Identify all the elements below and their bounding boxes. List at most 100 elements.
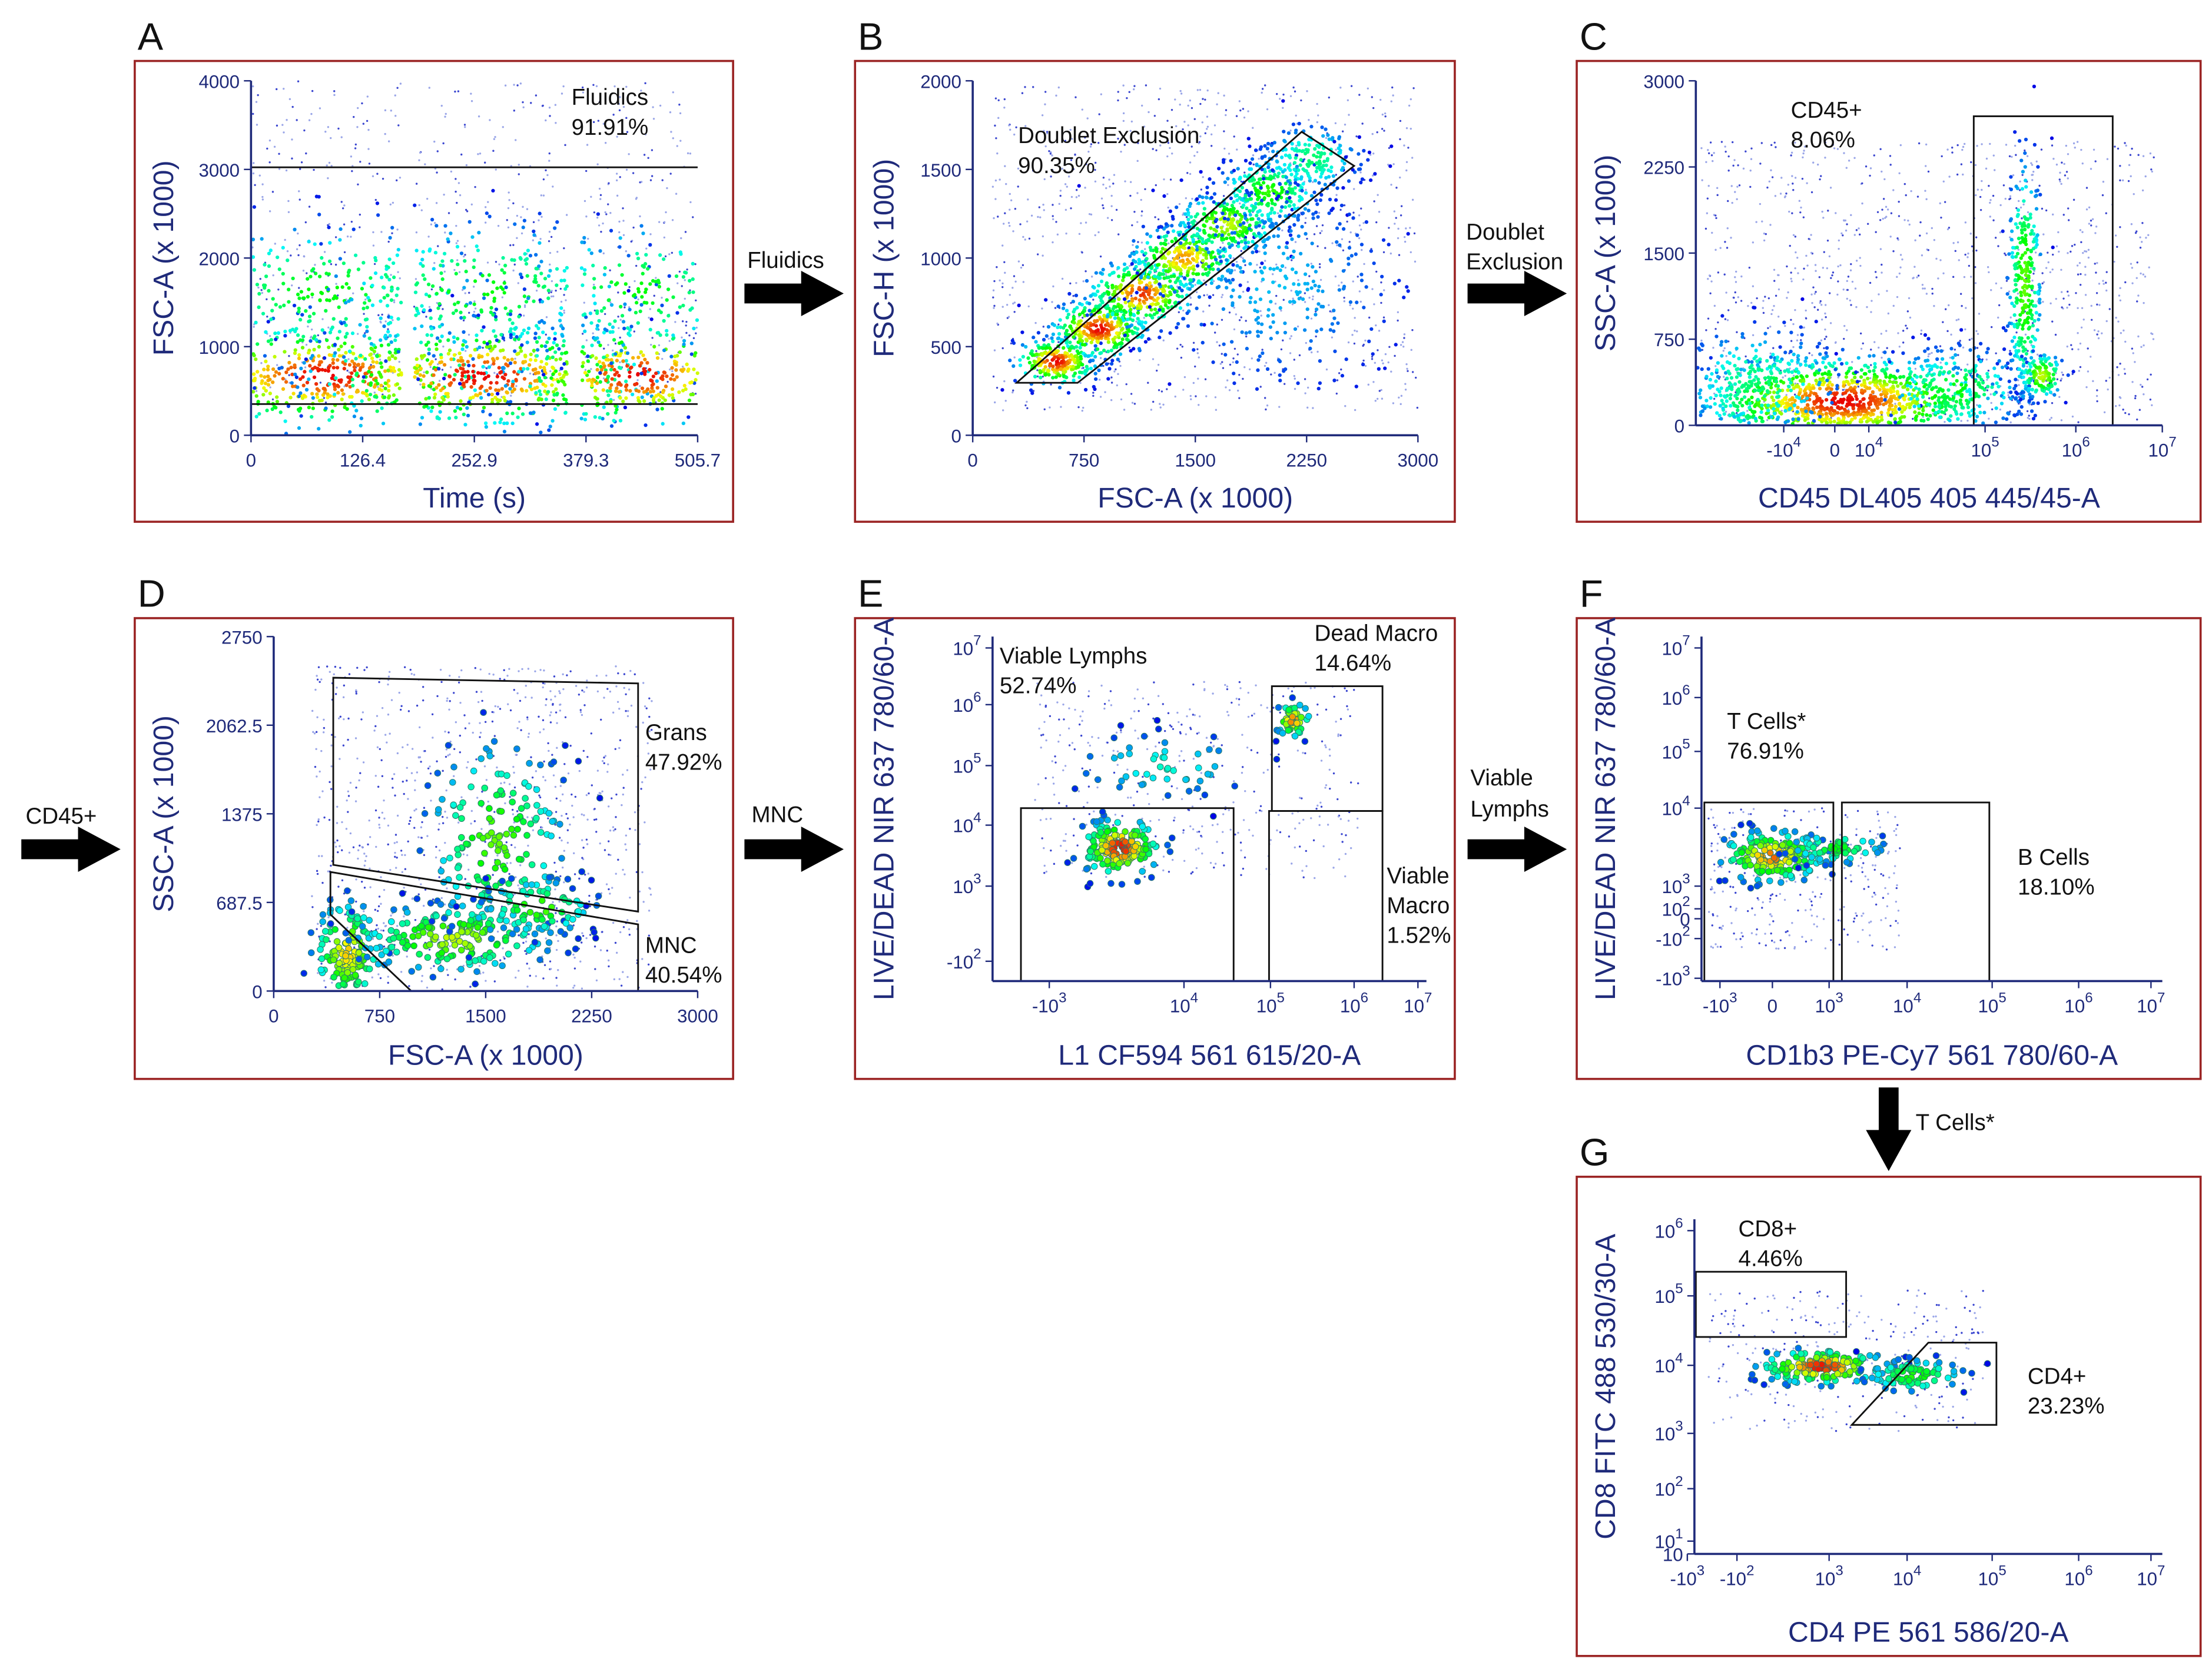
event	[515, 385, 518, 387]
event	[485, 341, 489, 346]
event	[267, 264, 271, 268]
event	[624, 306, 626, 308]
event	[609, 361, 613, 366]
event	[274, 370, 278, 374]
event	[1126, 97, 1128, 99]
event	[458, 271, 461, 273]
event	[1331, 242, 1334, 244]
event	[542, 178, 545, 181]
event	[606, 298, 611, 303]
event	[1162, 403, 1165, 406]
event	[394, 115, 397, 117]
event	[519, 272, 523, 277]
event	[1075, 196, 1078, 198]
event	[565, 266, 569, 270]
event	[517, 304, 522, 309]
event	[1397, 319, 1399, 322]
event	[337, 127, 340, 130]
event	[602, 122, 605, 125]
event	[1077, 194, 1080, 197]
event	[1094, 324, 1099, 328]
event	[330, 137, 332, 140]
event	[993, 307, 995, 309]
event	[1253, 148, 1258, 152]
event	[1226, 208, 1231, 212]
event	[419, 151, 422, 154]
event	[287, 287, 291, 291]
event	[438, 380, 441, 382]
event	[579, 416, 583, 421]
event	[634, 310, 638, 315]
event	[486, 393, 491, 397]
event	[433, 392, 437, 396]
event	[621, 399, 625, 403]
event	[1020, 266, 1023, 269]
event	[1306, 406, 1309, 409]
event	[595, 375, 600, 380]
event	[462, 286, 466, 290]
event	[1324, 127, 1328, 131]
event	[687, 367, 691, 371]
event	[383, 386, 387, 390]
event	[276, 331, 280, 335]
event	[1117, 373, 1119, 375]
event	[335, 366, 340, 370]
event	[1087, 359, 1092, 364]
event	[1218, 250, 1222, 254]
event	[1392, 94, 1394, 97]
event	[1331, 135, 1335, 140]
event	[595, 397, 599, 401]
event	[281, 387, 286, 391]
event	[296, 333, 300, 337]
event	[383, 395, 387, 399]
event	[1212, 294, 1215, 296]
event	[424, 397, 428, 401]
event	[493, 344, 497, 349]
event	[1202, 98, 1204, 100]
event	[694, 351, 698, 355]
event	[360, 399, 364, 403]
event	[1348, 241, 1351, 243]
event	[1107, 273, 1112, 277]
event	[1228, 152, 1231, 155]
event	[1403, 333, 1406, 336]
event	[617, 341, 622, 346]
event	[512, 202, 515, 205]
event	[420, 209, 423, 211]
event	[519, 387, 523, 392]
event	[1095, 347, 1100, 351]
event	[1072, 378, 1076, 383]
event	[1299, 158, 1303, 162]
event	[602, 306, 606, 310]
event	[559, 287, 562, 290]
event	[639, 350, 643, 354]
event	[380, 406, 384, 410]
event	[1377, 349, 1379, 351]
event	[618, 419, 623, 423]
event	[1389, 252, 1392, 255]
event	[413, 327, 417, 331]
event	[623, 302, 627, 306]
event	[1356, 330, 1358, 333]
event	[1274, 221, 1278, 225]
event	[1082, 367, 1085, 369]
event	[460, 374, 465, 378]
event	[1269, 143, 1274, 147]
event	[494, 388, 498, 392]
event	[1359, 171, 1362, 174]
event	[1099, 255, 1102, 258]
event	[684, 271, 688, 275]
event	[330, 263, 333, 266]
event	[387, 389, 391, 393]
event	[373, 263, 376, 266]
event	[648, 243, 652, 247]
event	[661, 297, 663, 299]
event	[669, 377, 673, 381]
event	[419, 354, 424, 358]
event	[1190, 257, 1195, 261]
event	[447, 382, 452, 386]
event	[1109, 185, 1111, 188]
event	[422, 308, 426, 312]
event	[1305, 217, 1307, 220]
event	[296, 385, 300, 389]
